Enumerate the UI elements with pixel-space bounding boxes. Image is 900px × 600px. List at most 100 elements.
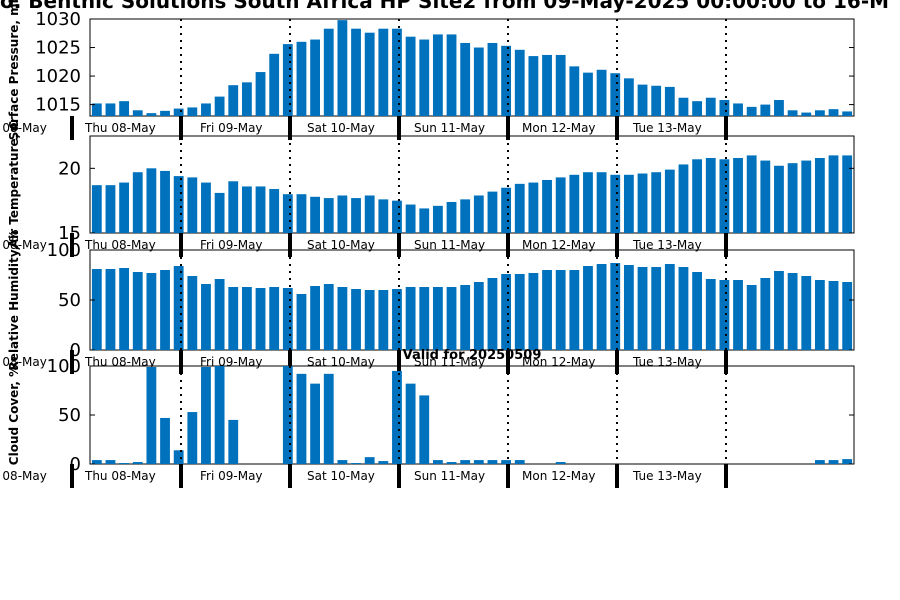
bar <box>569 66 580 116</box>
bar <box>446 201 457 233</box>
x-tick-label: Tue 13-May <box>632 121 702 135</box>
bar <box>487 460 498 464</box>
y-tick-label: 0 <box>70 454 81 475</box>
bar <box>746 285 757 350</box>
bar <box>201 284 211 350</box>
bar <box>201 103 211 116</box>
bar <box>91 269 102 350</box>
bar <box>610 263 621 350</box>
bar <box>610 73 621 116</box>
bar <box>733 157 743 233</box>
bar <box>119 101 130 116</box>
bar <box>487 42 498 116</box>
x-tick-label: u 08-May <box>0 355 47 369</box>
bar <box>514 49 525 117</box>
bar <box>337 287 348 350</box>
bar <box>814 157 825 233</box>
bar <box>746 106 757 116</box>
bar <box>160 170 170 233</box>
x-tick-label: Sat 10-May <box>307 355 375 369</box>
x-tick-label: Thu 08-May <box>84 469 156 483</box>
bar <box>255 72 266 116</box>
bar <box>392 28 402 117</box>
bar <box>542 179 552 233</box>
bar <box>746 155 757 233</box>
bar <box>760 104 771 116</box>
bar <box>91 460 102 464</box>
bar <box>214 366 225 464</box>
x-tick-label: Sun 11-May <box>414 469 485 483</box>
bar <box>501 274 512 350</box>
bar <box>760 160 771 233</box>
bar <box>432 287 443 350</box>
bar <box>378 28 389 117</box>
bar <box>787 110 798 116</box>
bar <box>282 44 293 116</box>
bar <box>692 101 703 116</box>
bar <box>555 462 566 464</box>
bar <box>310 286 321 350</box>
bar <box>596 69 607 116</box>
bar <box>555 54 566 116</box>
bar <box>105 269 116 350</box>
bar <box>91 103 102 116</box>
bar <box>514 183 525 233</box>
bar <box>664 264 675 350</box>
bar <box>214 192 225 233</box>
bar <box>760 278 771 350</box>
x-tick-label: u 08-May <box>0 121 47 135</box>
bar <box>173 266 184 350</box>
bar <box>432 460 443 464</box>
y-tick-label: 1020 <box>35 66 81 87</box>
panel-2: 15 20 Air Temperature, Cu 08-May Thu 08-May… <box>0 121 855 257</box>
bar <box>392 370 402 464</box>
bar <box>473 195 484 233</box>
bar <box>173 176 184 233</box>
bar <box>569 174 580 233</box>
bar <box>583 72 593 116</box>
bar <box>719 100 730 116</box>
x-tick-label: Sun 11-May <box>414 121 485 135</box>
bar <box>173 108 184 116</box>
bar <box>378 199 389 233</box>
plot-area <box>89 135 855 234</box>
bar <box>187 177 198 233</box>
bar <box>405 204 416 233</box>
bar <box>214 279 225 350</box>
bar <box>323 284 334 350</box>
bar <box>446 34 457 116</box>
y-tick-label: 1030 <box>35 9 81 30</box>
bar <box>405 383 416 464</box>
bar <box>801 160 812 233</box>
y-tick-label: 15 <box>58 223 81 244</box>
bar <box>501 187 512 233</box>
bar <box>555 177 566 233</box>
bar <box>774 271 784 350</box>
bar <box>241 82 252 116</box>
bar <box>419 208 430 233</box>
bar <box>214 96 225 116</box>
bar <box>132 172 143 233</box>
y-axis-label: Relative Humidity, % <box>7 230 21 371</box>
bar <box>678 97 689 116</box>
bar <box>310 383 321 464</box>
bar <box>460 285 471 350</box>
bar <box>269 189 280 233</box>
bar <box>228 85 239 116</box>
bar <box>774 100 784 116</box>
bar <box>473 47 484 116</box>
x-tick-label: Sat 10-May <box>307 121 375 135</box>
bar <box>733 280 743 350</box>
bar <box>828 281 839 350</box>
panel-3: 0 50 100 Relative Humidity, %u 08-May Thu 08… <box>0 230 855 374</box>
bar <box>282 366 293 464</box>
bar <box>351 289 361 350</box>
bar <box>405 287 416 350</box>
bar <box>119 463 130 464</box>
bar <box>692 159 703 233</box>
bar <box>719 159 730 233</box>
bar <box>678 164 689 233</box>
